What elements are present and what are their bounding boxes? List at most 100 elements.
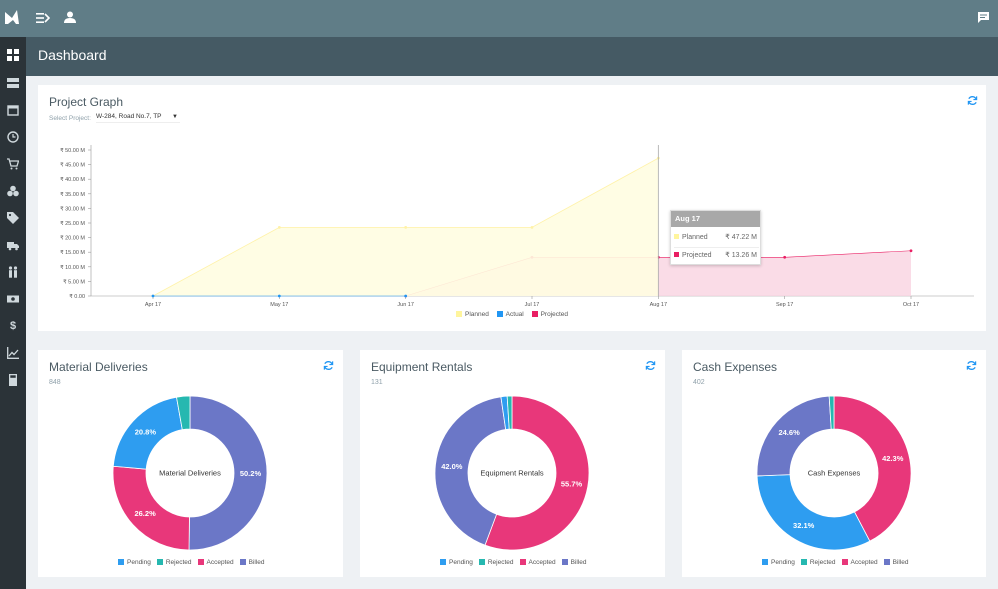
tag-icon[interactable] <box>7 212 19 224</box>
list-icon[interactable] <box>7 77 19 89</box>
line-chart-icon[interactable] <box>7 347 19 359</box>
y-tick-label: ₹ 20.00 M <box>60 235 85 242</box>
donut-legend: Pending Rejected Accepted Billed <box>756 559 909 566</box>
money-icon[interactable] <box>7 293 19 305</box>
legend-swatch <box>156 559 163 565</box>
sidebar: $ <box>0 37 26 589</box>
select-project-value: W-284, Road No.7, TP <box>96 113 162 120</box>
legend-item-accepted[interactable]: Accepted <box>836 559 878 566</box>
legend-label: Billed <box>570 559 587 566</box>
donut-slice-rejected[interactable] <box>506 395 513 430</box>
workers-icon[interactable] <box>7 266 19 278</box>
x-tick-label: Jun 17 <box>397 302 414 308</box>
legend-item-billed[interactable]: Billed <box>878 559 909 566</box>
calendar-icon[interactable] <box>7 104 19 116</box>
project-area-chart: ₹ 0.00 ₹ 5.00 M ₹ 10.00 M ₹ 15.00 M ₹ 20.00 … <box>60 145 974 308</box>
legend-item-accepted[interactable]: Accepted <box>514 559 556 566</box>
legend-item-pending[interactable]: Pending <box>434 559 473 566</box>
donut-slice-accepted[interactable] <box>484 395 590 551</box>
donut-slice-accepted[interactable] <box>833 395 912 542</box>
y-tick-label: ₹ 40.00 M <box>60 176 85 183</box>
legend-swatch <box>197 559 204 565</box>
donut-slice-billed[interactable] <box>434 396 507 546</box>
legend-item-pending[interactable]: Pending <box>756 559 795 566</box>
data-point-actual[interactable] <box>404 294 408 298</box>
legend-item-pending[interactable]: Pending <box>112 559 151 566</box>
select-project-dropdown[interactable]: W-284, Road No.7, TP ▼ <box>96 111 180 123</box>
data-point-projected[interactable] <box>783 255 787 259</box>
cash-expenses-card: Cash Expenses 402 42.3% 32.1% 24.6% Cash Ex… <box>682 350 986 577</box>
donut-center-label: Cash Expenses <box>808 469 861 478</box>
clock-icon[interactable] <box>7 131 19 143</box>
cubes-icon[interactable] <box>7 185 19 197</box>
refresh-icon[interactable] <box>323 360 334 371</box>
refresh-icon[interactable] <box>645 360 656 371</box>
x-tick-label: Aug 17 <box>650 302 667 308</box>
tooltip-swatch-projected <box>674 252 679 257</box>
x-tick-label: Jul 17 <box>525 302 540 308</box>
legend-swatch <box>118 559 124 565</box>
chat-icon[interactable] <box>977 11 990 24</box>
legend-item-rejected[interactable]: Rejected <box>795 559 836 566</box>
series-area-planned <box>153 158 659 296</box>
data-point-actual[interactable] <box>277 294 281 298</box>
donut-slice-rejected[interactable] <box>176 395 191 431</box>
legend-item-projected[interactable]: Projected <box>526 311 568 318</box>
y-tick-label: ₹ 0.00 <box>69 293 85 300</box>
legend-swatch <box>478 559 485 565</box>
slice-label: 42.3% <box>882 454 904 463</box>
data-point-planned[interactable] <box>530 225 534 229</box>
legend-label: Planned <box>465 311 489 318</box>
donut-slice-pending[interactable] <box>756 474 871 551</box>
slice-label: 55.7% <box>561 479 583 488</box>
tooltip-row-value: ₹ 13.26 M <box>725 252 757 259</box>
legend-label: Billed <box>248 559 265 566</box>
data-point-planned[interactable] <box>277 225 281 229</box>
y-tick-label: ₹ 50.00 M <box>60 147 85 154</box>
legend-label: Projected <box>540 311 569 318</box>
dashboard-icon[interactable] <box>7 49 19 61</box>
y-tick-label: ₹ 10.00 M <box>60 264 85 271</box>
legend-label: Accepted <box>528 559 556 566</box>
calculator-icon[interactable] <box>7 374 19 386</box>
legend-label: Pending <box>449 559 473 566</box>
cart-icon[interactable] <box>7 158 19 170</box>
legend-item-accepted[interactable]: Accepted <box>192 559 234 566</box>
legend-item-rejected[interactable]: Rejected <box>473 559 514 566</box>
data-point-projected[interactable] <box>909 249 913 253</box>
legend-swatch <box>519 559 526 565</box>
tooltip-row-value: ₹ 47.22 M <box>725 234 757 241</box>
legend-swatch <box>239 559 246 565</box>
logo-icon[interactable] <box>4 9 20 25</box>
legend-item-billed[interactable]: Billed <box>234 559 265 566</box>
refresh-icon[interactable] <box>967 95 978 106</box>
slice-label: 26.2% <box>134 509 156 518</box>
donut-center-label: Material Deliveries <box>159 469 221 478</box>
legend-item-planned[interactable]: Planned <box>450 311 489 318</box>
user-icon[interactable] <box>64 11 76 24</box>
legend-swatch <box>561 559 568 565</box>
legend-item-actual[interactable]: Actual <box>491 311 524 318</box>
legend-item-billed[interactable]: Billed <box>556 559 587 566</box>
legend-swatch <box>800 559 807 565</box>
donut-slice-rejected[interactable] <box>828 395 835 430</box>
y-tick-label: ₹ 5.00 M <box>63 278 85 285</box>
data-point-planned[interactable] <box>404 225 408 229</box>
refresh-icon[interactable] <box>966 360 977 371</box>
legend-label: Pending <box>127 559 151 566</box>
caret-down-icon: ▼ <box>172 114 178 120</box>
equipment-rentals-donut-chart: 55.7% 42.0% Equipment Rentals <box>434 395 590 551</box>
data-point-actual[interactable] <box>151 294 155 298</box>
dollar-icon[interactable]: $ <box>9 320 17 332</box>
slice-label: 50.2% <box>240 469 262 478</box>
x-tick-label: Sep 17 <box>776 302 793 308</box>
truck-icon[interactable] <box>7 239 19 251</box>
legend-item-rejected[interactable]: Rejected <box>151 559 192 566</box>
legend-swatch <box>883 559 890 565</box>
tooltip-swatch-planned <box>674 234 679 239</box>
donut-slice-billed[interactable] <box>188 395 268 551</box>
menu-toggle-icon[interactable] <box>36 12 50 24</box>
x-tick-label: Apr 17 <box>145 302 161 308</box>
material-deliveries-card: Material Deliveries 848 50.2% 26.2% 20.8% M… <box>38 350 343 577</box>
card-title: Equipment Rentals <box>371 360 473 374</box>
